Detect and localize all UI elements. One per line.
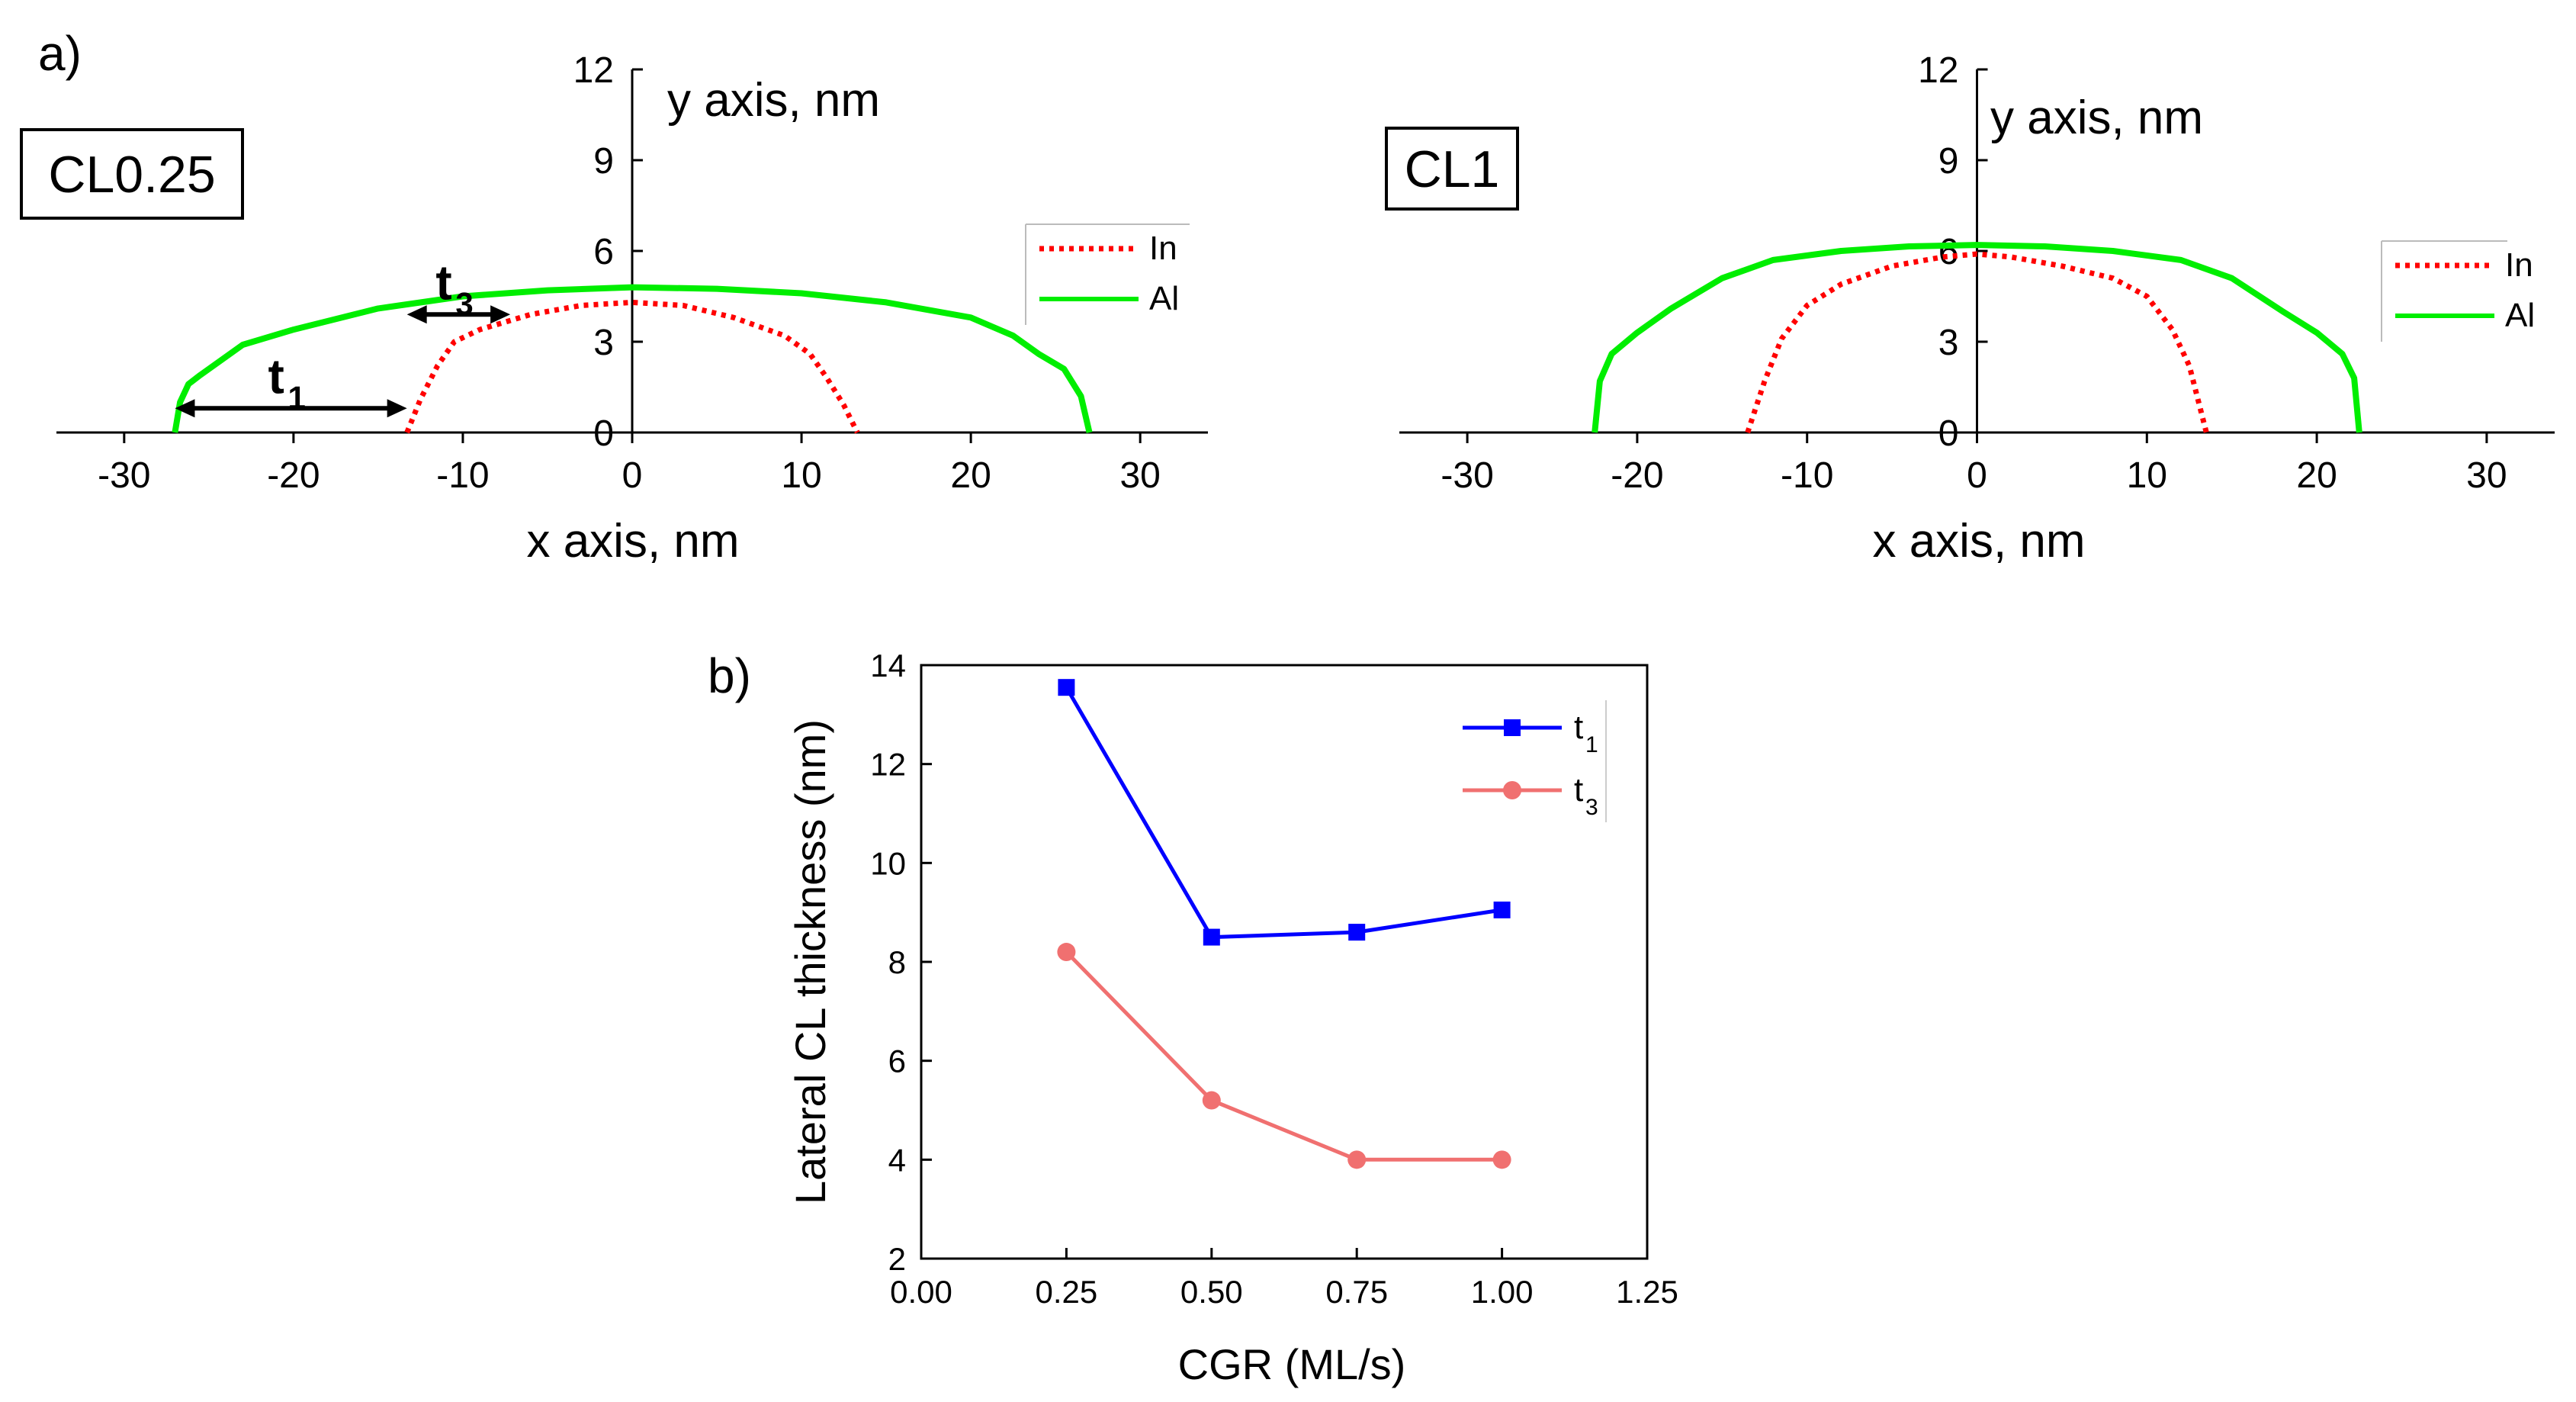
data-point-t1 [1203, 928, 1220, 946]
series-t1 [1058, 679, 1511, 946]
x-axis-title: x axis, nm [1872, 515, 2085, 568]
x-tick-label: 30 [1119, 455, 1160, 496]
arrow-label: t [268, 349, 284, 404]
y-tick-label: 12 [1918, 50, 1958, 91]
y-tick-label: 3 [593, 323, 614, 363]
legend: In Al [2381, 240, 2535, 342]
x-tick-label: 20 [2296, 455, 2337, 496]
data-point-t3 [1057, 943, 1076, 962]
data-point-t3 [1492, 1150, 1511, 1169]
y-tick-label: 0 [593, 413, 614, 454]
x-tick-label: 0.50 [1180, 1274, 1243, 1310]
x-tick-label: -20 [1611, 455, 1663, 496]
x-tick-label: -30 [1441, 455, 1493, 496]
data-point-t1 [1493, 901, 1511, 918]
series-al-line [172, 284, 1093, 433]
y-tick-label: 4 [888, 1142, 906, 1178]
x-tick-label: -10 [1781, 455, 1833, 496]
series-in-line [1745, 251, 2209, 434]
legend-label-subscript: 3 [1585, 795, 1598, 820]
y-tick-label: 6 [1938, 232, 1959, 272]
arrow-label: t [435, 255, 451, 310]
arrow-head-left [406, 305, 427, 324]
plot-frame [920, 664, 1649, 1260]
sample-label: CL0.25 [48, 146, 215, 204]
x-tick-label: 1.25 [1616, 1274, 1678, 1310]
y-tick-label: 0 [1938, 413, 1959, 454]
legend-label-t1: t [1574, 709, 1583, 746]
y-tick-label: 8 [888, 944, 906, 980]
series-t3-line [1065, 950, 1502, 1162]
y-tick-label: 12 [573, 50, 614, 91]
x-tick-label: -20 [267, 455, 320, 496]
series-t3 [1057, 943, 1511, 1169]
x-tick-label: 0.25 [1036, 1274, 1098, 1310]
arrow-label-subscript: 3 [455, 285, 473, 321]
arrow-head-left [175, 399, 195, 418]
y-tick-label: 6 [593, 232, 614, 272]
x-axis-title: CGR (ML/s) [1178, 1340, 1406, 1388]
y-tick-label: 3 [1938, 323, 1959, 363]
panel-a-label: a) [38, 26, 82, 81]
x-tick-label: 30 [2466, 455, 2507, 496]
y-tick-label: 9 [1938, 141, 1959, 182]
chart-cl1: -30 -20 -10 0 10 20 30 0 3 6 9 12 x axis, nm y axis, … [1385, 50, 2555, 568]
legend-label-t3: t [1574, 771, 1583, 809]
y-axis-title: Lateral CL thickness (nm) [786, 719, 834, 1204]
chart-cl025: -30 -20 -10 0 10 20 30 0 3 6 9 12 x axis, nm y axis, … [20, 50, 1208, 568]
y-tick-label: 12 [870, 747, 906, 783]
x-tick-label: 20 [950, 455, 991, 496]
y-tick-label: 14 [870, 648, 906, 683]
y-tick-label: 2 [888, 1241, 906, 1277]
sample-label: CL1 [1405, 140, 1500, 198]
sample-label-box [20, 128, 244, 220]
legend: In Al [1025, 223, 1190, 325]
series-t1-line [1065, 686, 1502, 940]
series-al-line [1592, 242, 2362, 433]
data-point-t1 [1348, 924, 1366, 941]
x-axis-title: x axis, nm [526, 515, 739, 568]
chart-cgr-thickness: 0.00 0.25 0.50 0.75 1.00 1.25 2 4 6 8 10 12 14 CGR (M… [786, 648, 1678, 1388]
data-point-t3 [1347, 1150, 1367, 1169]
legend: t 1t 3 [1463, 700, 1607, 822]
arrow-head-right [387, 399, 407, 418]
panel-b-label: b) [708, 648, 751, 703]
legend-marker-t1 [1504, 719, 1521, 736]
legend-marker-t3 [1503, 781, 1521, 799]
x-tick-label: 10 [781, 455, 821, 496]
x-tick-label: 0.75 [1325, 1274, 1388, 1310]
y-tick-label: 6 [888, 1043, 906, 1079]
legend-label-in: In [2505, 246, 2533, 284]
arrow-label-subscript: 1 [288, 379, 306, 415]
legend-label-al: Al [1149, 280, 1179, 317]
series-in-line [404, 299, 860, 434]
sample-label-box [1385, 127, 1519, 211]
x-tick-label: 10 [2127, 455, 2167, 496]
y-tick-label: 10 [870, 845, 906, 881]
legend-label-al: Al [2505, 297, 2535, 334]
legend-label-subscript: 1 [1585, 732, 1598, 757]
data-point-t3 [1202, 1091, 1221, 1110]
x-tick-label: -10 [436, 455, 489, 496]
x-tick-label: -30 [98, 455, 150, 496]
y-tick-label: 9 [593, 141, 614, 182]
data-point-t1 [1058, 679, 1075, 696]
y-axis-title: y axis, nm [1990, 92, 2203, 144]
y-axis-title: y axis, nm [667, 74, 880, 127]
arrow-head-right [490, 305, 511, 324]
legend-label-in: In [1149, 230, 1177, 267]
x-tick-label: 1.00 [1471, 1274, 1534, 1310]
x-tick-label: 0 [1967, 455, 1987, 496]
x-tick-label: 0 [622, 455, 643, 496]
x-tick-label: 0.00 [890, 1274, 952, 1310]
